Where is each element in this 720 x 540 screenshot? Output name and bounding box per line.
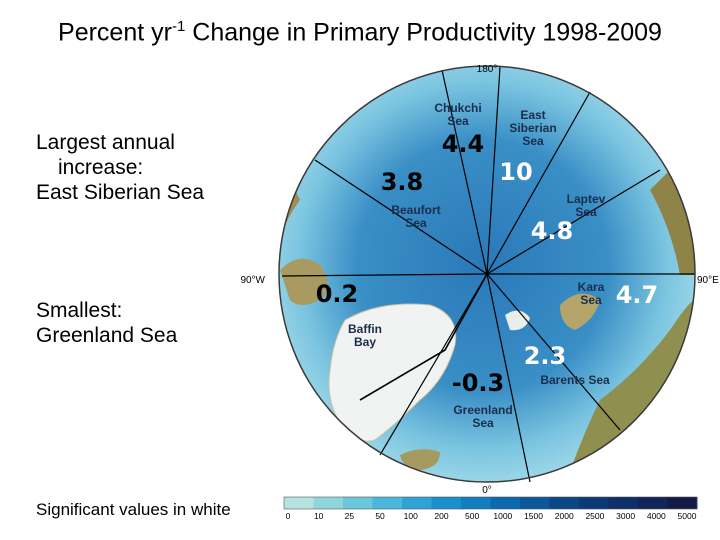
colorbar-tick-label: 2000	[555, 511, 574, 521]
region-value-chukchi: 4.4	[442, 130, 485, 158]
colorbar-swatch	[343, 497, 373, 509]
colorbar-swatch	[490, 497, 521, 509]
colorbar-tick-label: 1500	[524, 511, 543, 521]
region-name-baffin: Baffin Bay	[348, 322, 382, 349]
lon-label-top: 180°	[477, 64, 498, 75]
region-name-chukchi: Chukchi Sea	[434, 101, 481, 128]
map-border	[278, 65, 696, 483]
smallest-increase-note: Smallest: Greenland Sea	[36, 298, 177, 348]
colorbar-tick-label: 4000	[647, 511, 666, 521]
region-name-barents: Barents Sea	[540, 373, 610, 387]
colorbar-tick-label: 200	[434, 511, 448, 521]
colorbar-swatch	[402, 497, 432, 509]
colorbar-tick-label: 500	[465, 511, 479, 521]
region-name-east-siberian: East Siberian Sea	[509, 108, 556, 148]
colorbar-swatch	[667, 497, 698, 509]
region-value-east-siberian: 10	[499, 158, 532, 186]
region-name-beaufort: Beaufort Sea	[391, 203, 440, 230]
largest-increase-note: Largest annual increase: East Siberian S…	[36, 130, 204, 205]
colorbar-swatch	[549, 497, 580, 509]
colorbar-tick-label: 1000	[493, 511, 512, 521]
colorbar-tick-label: 5000	[678, 511, 697, 521]
region-name-greenland: Greenland Sea	[453, 403, 512, 430]
colorbar: 0 10 25 50 100 200 500 1000 1500 2000 2500 3000 4000…	[283, 496, 698, 521]
colorbar-swatch	[313, 497, 344, 509]
region-name-kara: Kara Sea	[578, 280, 605, 307]
lon-label-right: 90°E	[697, 275, 719, 286]
region-value-kara: 4.7	[616, 281, 659, 309]
smallest-line2: Greenland Sea	[36, 324, 178, 347]
colorbar-swatch	[579, 497, 609, 509]
smallest-line1: Smallest:	[36, 299, 123, 322]
colorbar-tick-label: 50	[375, 511, 385, 521]
colorbar-tick-label: 3000	[616, 511, 635, 521]
land-svalbard	[505, 310, 530, 331]
largest-line2: increase:	[58, 156, 144, 179]
significance-note: Significant values in white	[36, 500, 231, 519]
land-iceland	[400, 449, 440, 470]
colorbar-tick-label: 0	[286, 511, 291, 521]
region-name-laptev: Laptev Sea	[567, 192, 606, 219]
region-value-beaufort: 3.8	[381, 168, 424, 196]
land-canada-archipelago	[280, 258, 328, 305]
colorbar-tick-label: 2500	[585, 511, 604, 521]
colorbar-border	[283, 496, 698, 510]
lon-label-bottom: 0°	[482, 485, 492, 496]
colorbar-swatch	[520, 497, 550, 509]
colorbar-swatch	[638, 497, 668, 509]
colorbar-swatch	[461, 497, 491, 509]
colorbar-swatch	[284, 497, 314, 509]
colorbar-swatch	[431, 497, 462, 509]
colorbar-swatch	[608, 497, 639, 509]
largest-line1: Largest annual	[36, 131, 175, 154]
lon-label-left: 90°W	[240, 275, 265, 286]
colorbar-tick-label: 10	[314, 511, 324, 521]
greenland-box	[359, 273, 488, 401]
land-novaya-zemlya	[560, 293, 600, 330]
region-value-greenland: -0.3	[452, 369, 504, 397]
chart-title: Percent yr-1 Change in Primary Productiv…	[58, 18, 662, 47]
sector-lines	[281, 66, 695, 483]
colorbar-tick-label: 100	[404, 511, 418, 521]
region-value-laptev: 4.8	[531, 217, 574, 245]
colorbar-swatch	[372, 497, 403, 509]
largest-line3: East Siberian Sea	[36, 181, 205, 204]
region-value-barents: 2.3	[524, 342, 567, 370]
colorbar-tick-label: 25	[345, 511, 355, 521]
region-value-baffin: 0.2	[316, 280, 359, 308]
